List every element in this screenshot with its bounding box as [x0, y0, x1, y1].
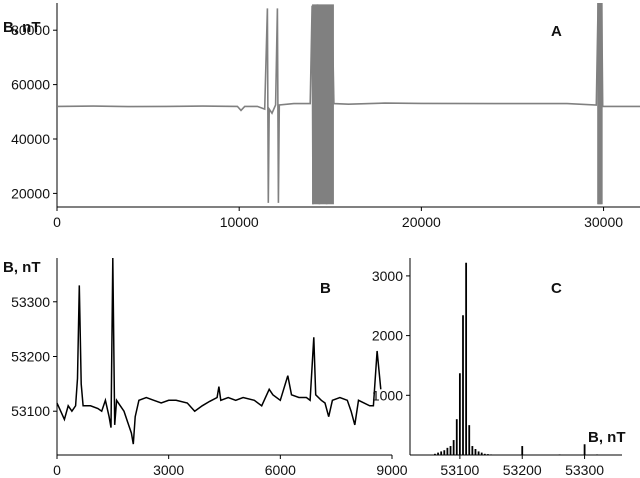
panel-c: C B, nT 53100 53200 53300 1000 2000 3000	[372, 258, 626, 478]
panel-a: B, nT A 0 10000 20000 30000 20000 40000 60000 8…	[3, 2, 640, 230]
panel-a-y-tick-label: 20000	[11, 185, 50, 201]
panel-a-x-tick-label: 0	[53, 214, 61, 230]
panel-a-noise-band	[597, 3, 603, 205]
panel-b-series-group	[56, 257, 382, 445]
panel-b-y-tick-label: 53300	[11, 294, 50, 310]
panel-a-letter: A	[551, 23, 562, 40]
panel-c-letter: C	[551, 280, 562, 297]
panel-a-series-group	[56, 2, 640, 205]
panel-b-x-tick-label: 9000	[376, 462, 407, 478]
panel-a-x-tick-label: 20000	[402, 214, 441, 230]
panel-b-series-line	[56, 257, 382, 445]
panel-a-x-tick-label: 10000	[220, 214, 259, 230]
panel-b-ticks: 0 3000 6000 9000 53100 53200 53300	[11, 294, 408, 478]
panel-b: B, nT B 0 3000 6000 9000 53100 53200 53300	[3, 257, 408, 478]
panel-c-x-axis-title: B, nT	[588, 429, 626, 446]
panel-b-y-tick-label: 53100	[11, 403, 50, 419]
panel-c-x-tick-label: 53300	[565, 462, 604, 478]
panel-c-series-group	[434, 262, 598, 455]
panel-b-letter: B	[320, 280, 331, 297]
panel-c-y-tick-label: 2000	[372, 328, 403, 344]
panel-a-y-axis-title: B, nT	[3, 19, 41, 36]
panel-b-x-tick-label: 3000	[153, 462, 184, 478]
panel-a-ticks: 0 10000 20000 30000 20000 40000 60000 80000	[11, 22, 623, 230]
panel-a-x-tick-label: 30000	[584, 214, 623, 230]
panel-c-y-tick-label: 3000	[372, 268, 403, 284]
panel-c-x-tick-label: 53200	[503, 462, 542, 478]
panel-b-x-tick-label: 6000	[265, 462, 296, 478]
panel-c-x-tick-label: 53100	[440, 462, 479, 478]
panel-a-y-tick-label: 60000	[11, 77, 50, 93]
panel-a-noise-band	[312, 4, 334, 205]
panel-a-y-tick-label: 40000	[11, 131, 50, 147]
panel-b-x-tick-label: 0	[53, 462, 61, 478]
panel-c-y-tick-label: 1000	[372, 387, 403, 403]
panel-a-y-tick-label: 80000	[11, 22, 50, 38]
panel-b-y-tick-label: 53200	[11, 349, 50, 365]
panel-b-y-axis-title: B, nT	[3, 259, 41, 276]
panel-c-ticks: 53100 53200 53300 1000 2000 3000	[372, 268, 604, 478]
